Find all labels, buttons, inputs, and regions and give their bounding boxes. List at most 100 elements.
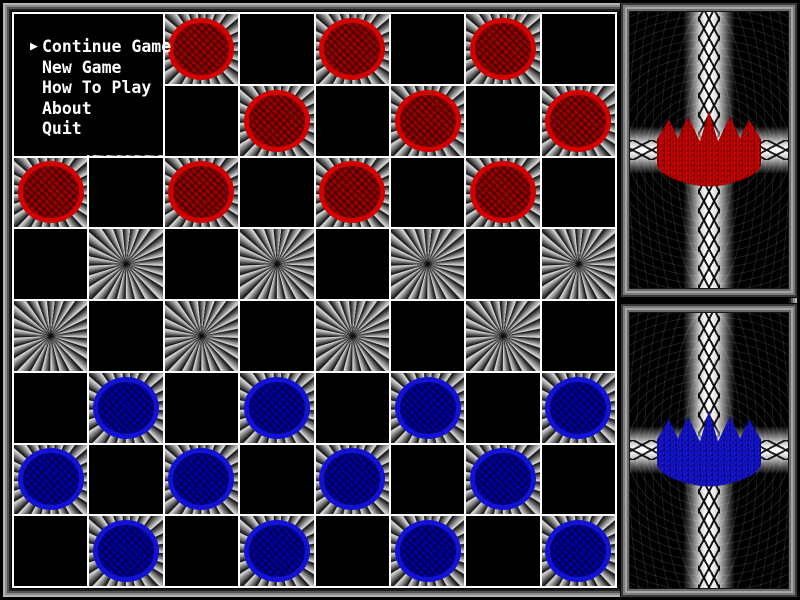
board-square-r4c4[interactable] bbox=[315, 301, 389, 371]
board-square-r6c1[interactable] bbox=[89, 444, 163, 515]
board-square-r6c5[interactable] bbox=[390, 444, 465, 515]
menu-item-new-game[interactable]: New Game bbox=[42, 58, 163, 79]
red-piece[interactable] bbox=[469, 17, 536, 80]
board-grid bbox=[14, 14, 615, 586]
board-square-r2c1[interactable] bbox=[89, 157, 163, 228]
game-menu-items: ▶ Continue Game New Game How To Play About Qu… bbox=[30, 37, 171, 140]
board-square-r7c5[interactable] bbox=[390, 516, 465, 586]
board-square-r7c4[interactable] bbox=[315, 516, 389, 586]
blue-piece[interactable] bbox=[545, 376, 612, 439]
board-square-r2c6[interactable] bbox=[466, 157, 540, 228]
menu-item-label: How To Play bbox=[42, 78, 152, 97]
red-piece[interactable] bbox=[319, 17, 386, 80]
board-square-r6c7[interactable] bbox=[541, 444, 615, 515]
board-square-r0c6[interactable] bbox=[466, 14, 540, 84]
board-square-r2c4[interactable] bbox=[315, 157, 389, 228]
blue-piece[interactable] bbox=[243, 376, 310, 439]
board-square-r3c2[interactable] bbox=[164, 229, 239, 299]
board-square-r2c5[interactable] bbox=[390, 157, 465, 228]
blue-piece[interactable] bbox=[319, 448, 386, 511]
blue-piece[interactable] bbox=[93, 376, 160, 439]
board-square-r3c1[interactable] bbox=[89, 229, 163, 299]
red-piece[interactable] bbox=[394, 89, 461, 152]
board-square-r3c3[interactable] bbox=[240, 229, 314, 299]
board-square-r0c7[interactable] bbox=[541, 14, 615, 84]
board-square-r4c3[interactable] bbox=[240, 301, 314, 371]
board-square-r4c7[interactable] bbox=[541, 301, 615, 371]
blue-piece[interactable] bbox=[394, 520, 461, 583]
board-square-r1c5[interactable] bbox=[390, 85, 465, 156]
blue-piece[interactable] bbox=[469, 448, 536, 511]
menu-item-continue-game[interactable]: ▶ Continue Game bbox=[30, 37, 171, 58]
board-square-r3c6[interactable] bbox=[466, 229, 540, 299]
board-square-r6c0[interactable] bbox=[14, 444, 88, 515]
blue-piece[interactable] bbox=[93, 520, 160, 583]
menu-cursor-icon: ▶ bbox=[30, 39, 38, 54]
blue-piece[interactable] bbox=[243, 520, 310, 583]
board-square-r0c2[interactable] bbox=[164, 14, 239, 84]
board-square-r7c6[interactable] bbox=[466, 516, 540, 586]
blue-piece[interactable] bbox=[17, 448, 84, 511]
board-square-r3c0[interactable] bbox=[14, 229, 88, 299]
red-piece[interactable] bbox=[243, 89, 310, 152]
board-square-r5c0[interactable] bbox=[14, 372, 88, 443]
board-square-r4c2[interactable] bbox=[164, 301, 239, 371]
red-crown-icon bbox=[657, 110, 761, 187]
red-piece[interactable] bbox=[545, 89, 612, 152]
blue-player-panel bbox=[620, 302, 798, 598]
game-menu: ▶ Continue Game New Game How To Play About Qu… bbox=[14, 14, 171, 155]
red-piece[interactable] bbox=[168, 17, 235, 80]
board-square-r3c5[interactable] bbox=[390, 229, 465, 299]
board-square-r2c2[interactable] bbox=[164, 157, 239, 228]
red-piece[interactable] bbox=[469, 161, 536, 224]
board-square-r7c1[interactable] bbox=[89, 516, 163, 586]
board-square-r3c4[interactable] bbox=[315, 229, 389, 299]
board-square-r5c1[interactable] bbox=[89, 372, 163, 443]
menu-item-quit[interactable]: Quit bbox=[42, 119, 163, 140]
board-square-r7c3[interactable] bbox=[240, 516, 314, 586]
board-square-r2c0[interactable] bbox=[14, 157, 88, 228]
board-square-r4c1[interactable] bbox=[89, 301, 163, 371]
board-square-r6c2[interactable] bbox=[164, 444, 239, 515]
board-square-r7c2[interactable] bbox=[164, 516, 239, 586]
board-square-r6c6[interactable] bbox=[466, 444, 540, 515]
board-square-r2c3[interactable] bbox=[240, 157, 314, 228]
blue-piece[interactable] bbox=[168, 448, 235, 511]
board-square-r6c3[interactable] bbox=[240, 444, 314, 515]
red-piece[interactable] bbox=[168, 161, 235, 224]
board-square-r1c6[interactable] bbox=[466, 85, 540, 156]
blue-piece[interactable] bbox=[545, 520, 612, 583]
board-square-r5c3[interactable] bbox=[240, 372, 314, 443]
board-square-r4c6[interactable] bbox=[466, 301, 540, 371]
board-square-r5c5[interactable] bbox=[390, 372, 465, 443]
blue-panel-tunnel-art bbox=[630, 312, 788, 588]
menu-item-label: New Game bbox=[42, 57, 122, 77]
board-square-r7c7[interactable] bbox=[541, 516, 615, 586]
board-square-r5c2[interactable] bbox=[164, 372, 239, 443]
menu-item-how-to-play[interactable]: How To Play bbox=[42, 78, 163, 99]
board-square-r3c7[interactable] bbox=[541, 229, 615, 299]
red-piece[interactable] bbox=[319, 161, 386, 224]
board-square-r1c2[interactable] bbox=[164, 85, 239, 156]
board-square-r1c7[interactable] bbox=[541, 85, 615, 156]
board-square-r5c4[interactable] bbox=[315, 372, 389, 443]
board-square-r5c7[interactable] bbox=[541, 372, 615, 443]
side-panel-column bbox=[620, 2, 798, 598]
board-square-r4c0[interactable] bbox=[14, 301, 88, 371]
board-square-r1c4[interactable] bbox=[315, 85, 389, 156]
board-square-r0c4[interactable] bbox=[315, 14, 389, 84]
board-square-r7c0[interactable] bbox=[14, 516, 88, 586]
menu-item-about[interactable]: About bbox=[42, 99, 163, 120]
board-square-r5c6[interactable] bbox=[466, 372, 540, 443]
board-square-r2c7[interactable] bbox=[541, 157, 615, 228]
board-square-r6c4[interactable] bbox=[315, 444, 389, 515]
board-square-r0c3[interactable] bbox=[240, 14, 314, 84]
board-square-r4c5[interactable] bbox=[390, 301, 465, 371]
board-square-r1c3[interactable] bbox=[240, 85, 314, 156]
red-piece[interactable] bbox=[17, 161, 84, 224]
menu-item-label: Quit bbox=[42, 119, 82, 138]
board-square-r0c5[interactable] bbox=[390, 14, 465, 84]
blue-piece[interactable] bbox=[394, 376, 461, 439]
red-player-panel bbox=[620, 2, 798, 298]
